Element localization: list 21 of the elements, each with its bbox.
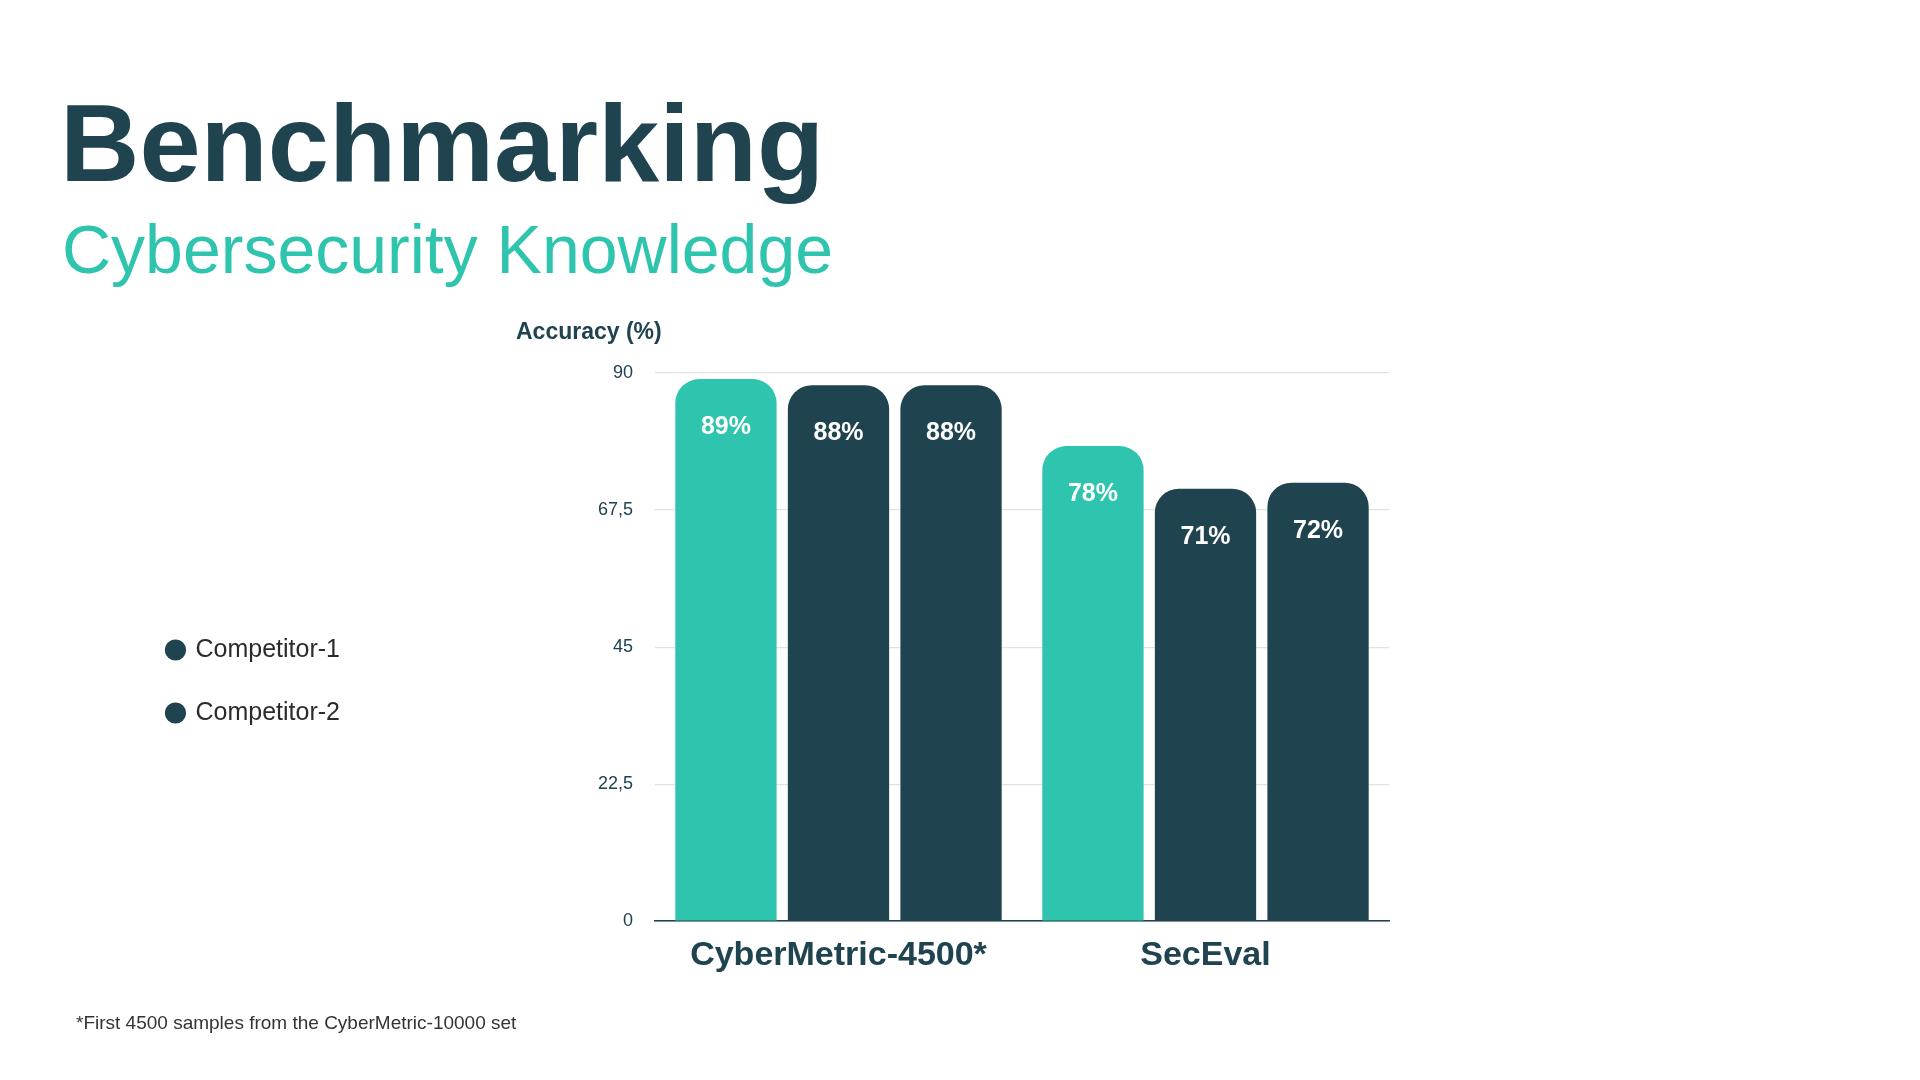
text: *First 4500 samples from the CyberMetric-10000 set (76, 1012, 517, 1035)
data-label: 78% (1067, 477, 1118, 506)
x-tick-label: SecEval (1140, 933, 1271, 972)
y-tick-label: 67,5 (597, 499, 633, 520)
data-label: 89% (700, 410, 751, 439)
y-tick-label: 90 (612, 361, 633, 382)
bar (675, 379, 777, 921)
x-tick-label: CyberMetric-4500* (690, 933, 988, 972)
bar (1042, 446, 1144, 921)
legend-label: Competitor-1 (195, 633, 340, 662)
data-label: 71% (1180, 520, 1231, 549)
chart-title: Benchmarking (60, 81, 825, 204)
data-label: 72% (1293, 514, 1344, 543)
chart-subtitle: Cybersecurity Knowledge (62, 211, 834, 287)
data-label: 88% (813, 417, 864, 446)
y-tick-label: 45 (612, 636, 633, 657)
y-axis-title: Accuracy (%) (515, 318, 662, 345)
y-tick-label: 0 (622, 910, 633, 931)
y-tick-label: 22,5 (597, 773, 633, 794)
data-label: 88% (926, 417, 977, 446)
legend-label: Competitor-2 (195, 696, 340, 725)
